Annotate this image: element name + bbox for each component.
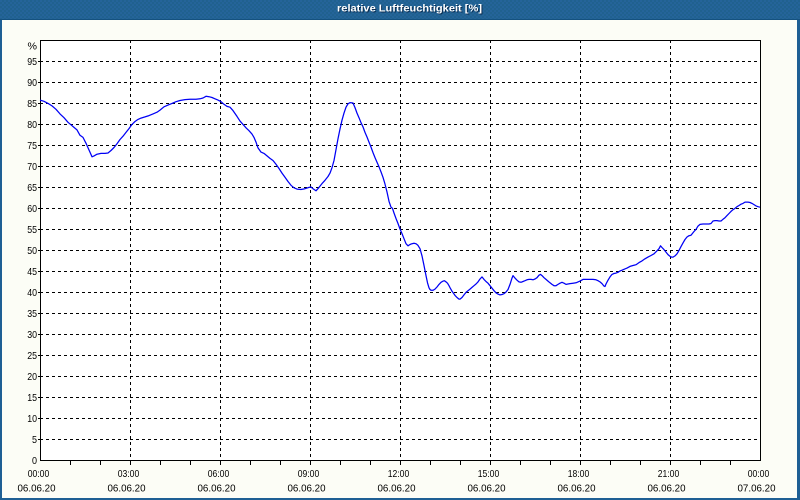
svg-text:20: 20: [27, 372, 37, 383]
svg-text:15:00: 15:00: [478, 469, 500, 480]
svg-text:50: 50: [27, 246, 37, 257]
svg-text:09:00: 09:00: [298, 469, 320, 480]
svg-text:06.06.20: 06.06.20: [468, 484, 506, 495]
svg-text:21:00: 21:00: [658, 469, 680, 480]
svg-text:06.06.20: 06.06.20: [198, 484, 236, 495]
svg-text:85: 85: [27, 99, 37, 110]
svg-text:06:00: 06:00: [208, 469, 230, 480]
svg-text:06.06.20: 06.06.20: [18, 484, 56, 495]
svg-text:90: 90: [27, 78, 37, 89]
svg-text:5: 5: [32, 435, 37, 446]
svg-text:07.06.20: 07.06.20: [738, 484, 776, 495]
svg-text:65: 65: [27, 183, 37, 194]
svg-text:10: 10: [27, 414, 37, 425]
svg-text:35: 35: [27, 309, 37, 320]
svg-text:06.06.20: 06.06.20: [378, 484, 416, 495]
svg-text:75: 75: [27, 141, 37, 152]
svg-text:06.06.20: 06.06.20: [558, 484, 596, 495]
svg-text:00:00: 00:00: [748, 469, 770, 480]
svg-text:18:00: 18:00: [568, 469, 590, 480]
svg-text:55: 55: [27, 225, 37, 236]
svg-text:06.06.20: 06.06.20: [108, 484, 146, 495]
svg-text:70: 70: [27, 162, 37, 173]
svg-text:15: 15: [27, 393, 37, 404]
svg-text:30: 30: [27, 330, 37, 341]
svg-text:60: 60: [27, 204, 37, 215]
svg-text:25: 25: [27, 351, 37, 362]
svg-text:03:00: 03:00: [118, 469, 140, 480]
svg-text:0: 0: [32, 456, 37, 467]
svg-text:95: 95: [27, 57, 37, 68]
svg-text:00:00: 00:00: [28, 469, 50, 480]
svg-text:40: 40: [27, 288, 37, 299]
svg-text:80: 80: [27, 120, 37, 131]
svg-text:06.06.20: 06.06.20: [648, 484, 686, 495]
svg-text:relative Luftfeuchtigkeit [%]: relative Luftfeuchtigkeit [%]: [337, 3, 482, 15]
svg-text:relative Luftfeuchtigkeit [%]: relative Luftfeuchtigkeit [%]: [338, 4, 483, 16]
svg-text:%: %: [28, 42, 38, 53]
svg-text:06.06.20: 06.06.20: [288, 484, 326, 495]
svg-text:12:00: 12:00: [388, 469, 410, 480]
svg-text:45: 45: [27, 267, 37, 278]
